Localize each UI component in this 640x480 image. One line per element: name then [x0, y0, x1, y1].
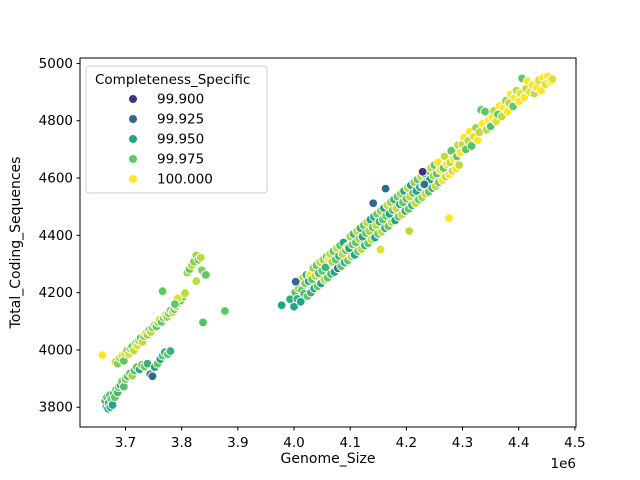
legend-entry-label: 99.950: [157, 132, 204, 148]
data-point: [454, 160, 465, 171]
data-point: [220, 306, 230, 316]
data-point: [375, 244, 386, 255]
data-point: [444, 213, 454, 224]
y-tick-label: 4800: [39, 113, 73, 129]
legend-entry-label: 100.000: [157, 172, 213, 188]
data-point: [180, 288, 190, 299]
data-point: [195, 252, 206, 263]
data-point: [368, 198, 379, 209]
data-point: [419, 179, 430, 190]
y-tick-label: 5000: [39, 56, 73, 72]
x-tick-label: 4.1: [339, 435, 360, 451]
y-axis-label: Total_Coding_Sequences: [8, 157, 24, 330]
legend-swatch: [128, 174, 138, 184]
data-point: [536, 85, 547, 96]
y-tick-label: 4000: [39, 342, 73, 358]
data-point: [380, 183, 391, 194]
data-point: [200, 269, 211, 280]
data-point: [466, 141, 477, 151]
legend-entry-label: 99.925: [157, 112, 204, 128]
x-axis-label: Genome_Size: [281, 451, 376, 467]
x-tick-label: 4.3: [452, 435, 473, 451]
data-point: [480, 106, 490, 117]
x-tick-label: 4.5: [564, 435, 585, 451]
legend-swatch: [128, 134, 138, 144]
x-axis-offset-label: 1e6: [551, 456, 576, 472]
legend-swatch: [128, 154, 138, 164]
data-point: [157, 286, 168, 297]
x-tick-label: 4.4: [508, 435, 529, 451]
y-tick-label: 4600: [39, 171, 73, 187]
x-tick-label: 4.0: [283, 435, 304, 451]
y-tick-label: 4400: [39, 228, 73, 244]
legend-entry-label: 99.900: [157, 92, 204, 108]
data-point: [191, 276, 202, 287]
data-point: [417, 166, 428, 177]
x-tick-label: 3.8: [171, 435, 192, 451]
data-point: [547, 74, 558, 85]
data-point: [290, 276, 301, 287]
data-point: [198, 317, 208, 328]
data-point: [97, 350, 108, 360]
data-point: [165, 346, 176, 356]
y-tick-label: 4200: [39, 285, 73, 301]
legend-swatch: [128, 114, 138, 124]
data-point: [404, 226, 415, 236]
legend-swatch: [128, 94, 138, 104]
data-point: [147, 371, 158, 382]
legend-title: Completeness_Specific: [95, 72, 250, 88]
x-tick-label: 3.7: [115, 435, 136, 451]
data-point: [170, 299, 180, 309]
x-tick-label: 3.9: [227, 435, 248, 451]
data-point: [276, 300, 287, 311]
x-tick-label: 4.2: [396, 435, 417, 451]
data-point: [472, 135, 483, 146]
data-point: [295, 296, 306, 307]
y-tick-label: 3800: [39, 400, 73, 416]
legend-entry-label: 99.975: [157, 152, 204, 168]
